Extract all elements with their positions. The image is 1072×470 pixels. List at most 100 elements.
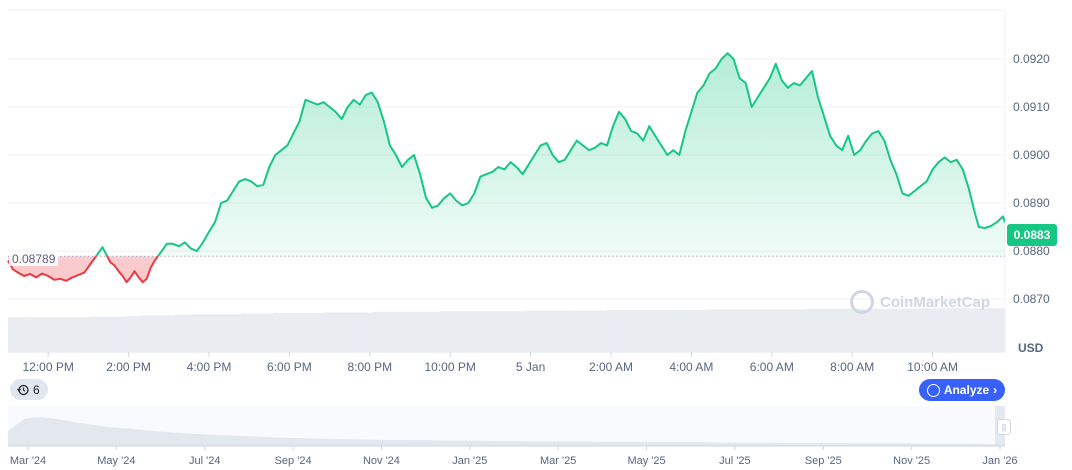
price-area-up bbox=[96, 53, 1005, 257]
y-axis-labels: 0.0870 0.0880 0.0890 0.0900 0.0910 0.0920 bbox=[1013, 52, 1050, 306]
x-tick-label: 6:00 PM bbox=[267, 360, 312, 374]
volume-bar bbox=[373, 311, 391, 352]
analyze-icon bbox=[926, 383, 940, 397]
volume-bar bbox=[440, 311, 457, 352]
volume-bar bbox=[639, 310, 657, 352]
analyze-label: Analyze bbox=[943, 383, 990, 397]
volume-bar bbox=[606, 310, 624, 352]
x-tick-label: 2:00 PM bbox=[106, 360, 151, 374]
x-tick-label: 6:00 AM bbox=[750, 360, 794, 374]
overview-tick-label: Jul '25 bbox=[719, 455, 750, 467]
volume-bars bbox=[8, 308, 1006, 352]
volume-bar bbox=[921, 308, 939, 352]
history-icon bbox=[17, 384, 29, 395]
history-button[interactable]: 6 bbox=[10, 379, 48, 400]
volume-bar bbox=[955, 308, 973, 352]
x-tick-label: 5 Jan bbox=[516, 360, 545, 374]
volume-bar bbox=[190, 314, 208, 352]
overview-tick-label: Mar '24 bbox=[10, 455, 46, 467]
volume-bar bbox=[523, 310, 541, 352]
overview-tick-label: Sep '24 bbox=[275, 455, 312, 467]
volume-bar bbox=[506, 311, 524, 352]
current-price-tag: 0.0883 bbox=[1007, 224, 1057, 246]
volume-bar bbox=[838, 308, 856, 352]
volume-bar bbox=[224, 314, 241, 352]
x-tick-label: 4:00 PM bbox=[187, 360, 232, 374]
volume-bar bbox=[589, 310, 607, 352]
volume-bar bbox=[240, 313, 258, 352]
chevron-right-icon: › bbox=[993, 383, 998, 397]
volume-bar bbox=[323, 312, 341, 352]
volume-bar bbox=[788, 309, 806, 352]
overview-navigator: Mar '24 May '24 Jul '24 Sep '24 Nov '24 Jan '… bbox=[8, 406, 1018, 467]
volume-bar bbox=[772, 309, 790, 352]
volume-bar bbox=[8, 317, 25, 352]
analyze-button[interactable]: Analyze › bbox=[919, 379, 1005, 401]
volume-bar bbox=[705, 309, 723, 352]
x-tick-label: 8:00 AM bbox=[830, 360, 874, 374]
volume-bar bbox=[207, 314, 225, 352]
price-line bbox=[7, 52, 1005, 284]
volume-bar bbox=[257, 313, 275, 352]
volume-bar bbox=[107, 316, 125, 352]
volume-bar bbox=[556, 310, 574, 352]
volume-bar bbox=[74, 317, 92, 352]
volume-bar bbox=[41, 317, 59, 352]
volume-bar bbox=[855, 308, 873, 352]
volume-bar bbox=[390, 311, 408, 352]
volume-bar bbox=[822, 308, 840, 352]
x-tick-label: 2:00 AM bbox=[589, 360, 633, 374]
volume-bar bbox=[572, 310, 590, 352]
volume-bar bbox=[290, 313, 308, 352]
volume-bar bbox=[905, 308, 923, 352]
x-tick-label: 8:00 PM bbox=[347, 360, 392, 374]
overview-tick-label: May '25 bbox=[627, 455, 665, 467]
overview-tick-label: Nov '25 bbox=[893, 455, 930, 467]
range-handle[interactable]: || bbox=[997, 419, 1011, 435]
overview-tick-label: Sep '25 bbox=[805, 455, 842, 467]
volume-bar bbox=[805, 308, 823, 352]
y-tick-label: 0.0920 bbox=[1013, 52, 1050, 66]
coinmarketcap-watermark: CoinMarketCap bbox=[850, 290, 990, 314]
volume-bar bbox=[888, 308, 906, 352]
volume-bar bbox=[988, 308, 1006, 352]
currency-label: USD bbox=[1018, 341, 1044, 355]
volume-bar bbox=[971, 308, 989, 352]
y-tick-label: 0.0880 bbox=[1013, 244, 1050, 258]
volume-bar bbox=[539, 310, 557, 352]
volume-bar bbox=[489, 311, 507, 352]
volume-bar bbox=[157, 315, 175, 352]
x-tick-label: 4:00 AM bbox=[669, 360, 713, 374]
volume-bar bbox=[57, 317, 75, 352]
volume-bar bbox=[273, 313, 291, 352]
overview-tick-label: Jul '24 bbox=[189, 455, 220, 467]
baseline-price-label: 0.08789 bbox=[9, 252, 59, 266]
x-tick-label: 10:00 AM bbox=[907, 360, 958, 374]
volume-bar bbox=[473, 311, 491, 352]
volume-bar bbox=[938, 308, 956, 352]
y-tick-label: 0.0890 bbox=[1013, 196, 1050, 210]
volume-bar bbox=[140, 315, 158, 352]
x-axis-labels: 12:00 PM 2:00 PM 4:00 PM 6:00 PM 8:00 PM 10:0… bbox=[23, 352, 958, 374]
price-area bbox=[8, 53, 1005, 283]
volume-bar bbox=[689, 310, 707, 352]
volume-bar bbox=[356, 312, 374, 352]
volume-bar bbox=[722, 309, 740, 352]
coinmarketcap-logo-icon bbox=[850, 290, 874, 314]
y-tick-label: 0.0910 bbox=[1013, 100, 1050, 114]
volume-bar bbox=[656, 310, 673, 352]
x-tick-label: 10:00 PM bbox=[425, 360, 476, 374]
x-tick-label: 12:00 PM bbox=[23, 360, 74, 374]
volume-bar bbox=[91, 316, 108, 352]
volume-bar bbox=[622, 310, 640, 352]
history-count: 6 bbox=[33, 382, 40, 397]
overview-area bbox=[8, 417, 1005, 446]
price-line-up bbox=[94, 52, 1005, 257]
overview-tick-label: Jan '26 bbox=[982, 455, 1017, 467]
volume-bar bbox=[406, 311, 424, 352]
volume-bar bbox=[174, 314, 192, 352]
watermark-text: CoinMarketCap bbox=[880, 293, 991, 311]
volume-bar bbox=[739, 309, 757, 352]
overview-tick-label: Mar '25 bbox=[540, 455, 576, 467]
